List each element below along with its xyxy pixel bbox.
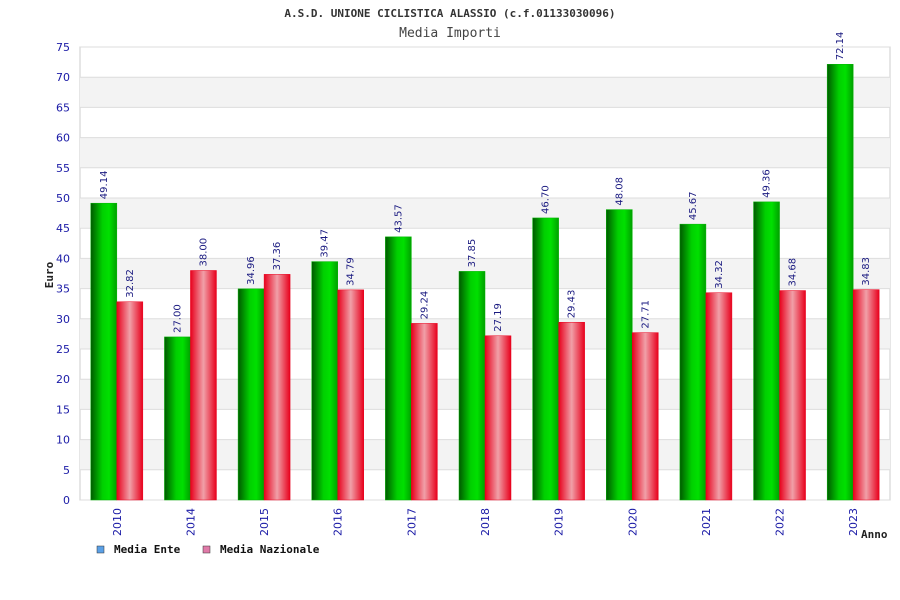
chart-title: A.S.D. UNIONE CICLISTICA ALASSIO (c.f.01…	[284, 7, 615, 20]
y-tick-label: 50	[56, 192, 70, 205]
y-tick-label: 25	[56, 343, 70, 356]
y-tick-label: 65	[56, 101, 70, 114]
bar-media-ente-2016	[311, 261, 338, 501]
y-tick-label: 75	[56, 41, 70, 54]
bar-media-ente-2014	[164, 336, 191, 501]
x-tick-label: 2020	[626, 508, 639, 536]
x-axis-label: Anno	[861, 528, 888, 541]
data-label: 27.00	[172, 304, 183, 333]
y-tick-label: 0	[63, 494, 70, 507]
y-tick-label: 40	[56, 252, 70, 265]
y-tick-label: 15	[56, 403, 70, 416]
legend-swatch-media-ente	[96, 545, 105, 554]
bar-media-nazionale-2010	[116, 301, 144, 501]
y-tick-label: 70	[56, 71, 70, 84]
data-label: 34.68	[788, 258, 799, 287]
legend: Media Ente Media Nazionale	[96, 543, 320, 556]
x-tick-label: 2019	[553, 508, 566, 536]
data-label: 37.36	[272, 242, 283, 271]
bar-media-nazionale-2021	[705, 292, 733, 501]
bar-media-ente-2010	[90, 202, 118, 501]
bar-media-nazionale-2017	[411, 323, 438, 501]
grid-band	[80, 77, 890, 108]
bar-media-nazionale-2015	[263, 274, 291, 501]
x-tick-label: 2015	[258, 508, 271, 536]
y-tick-label: 10	[56, 434, 70, 447]
bar-media-ente-2015	[237, 288, 265, 501]
y-tick-label: 60	[56, 132, 70, 145]
bar-media-ente-2021	[679, 223, 707, 501]
data-label: 39.47	[320, 229, 331, 258]
bar-media-ente-2019	[532, 217, 559, 501]
data-label: 34.79	[346, 257, 357, 286]
legend-label-media-nazionale: Media Nazionale	[220, 543, 320, 556]
data-label: 49.36	[762, 169, 773, 198]
y-tick-label: 35	[56, 283, 70, 296]
bar-media-nazionale-2022	[779, 290, 806, 501]
data-label: 34.83	[861, 257, 872, 286]
data-label: 46.70	[541, 185, 552, 214]
bar-media-ente-2020	[606, 209, 633, 501]
x-tick-label: 2017	[405, 508, 418, 536]
data-label: 27.71	[640, 300, 651, 329]
x-tick-label: 2021	[700, 508, 713, 536]
x-tick-label: 2016	[332, 508, 345, 536]
data-label: 38.00	[198, 238, 209, 267]
legend-label-media-ente: Media Ente	[114, 543, 181, 556]
data-label: 37.85	[467, 239, 478, 268]
bar-media-ente-2022	[753, 201, 780, 501]
data-label: 27.19	[493, 303, 504, 332]
x-tick-label: 2010	[111, 508, 124, 536]
bar-media-nazionale-2020	[632, 332, 659, 501]
data-label: 43.57	[393, 204, 404, 233]
x-axis-ticks: 2010 2014 2015 2016 2017 2018 2019 2020 2021 2022…	[111, 508, 860, 536]
bar-media-ente-2018	[458, 271, 486, 501]
y-tick-label: 5	[63, 464, 70, 477]
data-label: 49.14	[99, 171, 110, 200]
y-tick-label: 55	[56, 162, 70, 175]
y-tick-label: 20	[56, 373, 70, 386]
data-label: 48.08	[614, 177, 625, 206]
data-label: 34.32	[714, 260, 725, 289]
legend-swatch-media-nazionale	[202, 545, 211, 554]
data-label: 29.43	[567, 290, 578, 319]
bar-media-nazionale-2023	[852, 289, 880, 501]
chart-subtitle: Media Importi	[399, 26, 501, 41]
bar-media-ente-2017	[385, 236, 412, 501]
bar-media-nazionale-2019	[558, 321, 585, 501]
data-label: 45.67	[688, 192, 699, 221]
y-tick-label: 45	[56, 222, 70, 235]
x-tick-label: 2014	[184, 508, 197, 536]
data-label: 32.82	[125, 269, 136, 298]
bar-media-ente-2023	[826, 64, 854, 501]
grid-band	[80, 137, 890, 168]
y-axis-label: Euro	[43, 261, 56, 288]
bars	[90, 64, 880, 501]
x-tick-label: 2023	[847, 508, 860, 536]
bar-media-nazionale-2018	[484, 335, 512, 501]
x-tick-label: 2022	[774, 508, 787, 536]
x-tick-label: 2018	[479, 508, 492, 536]
y-tick-label: 30	[56, 313, 70, 326]
data-label: 34.96	[246, 256, 257, 285]
y-axis-ticks: 0 5 10 15 20 25 30 35 40 45 50 55 60 65 70 75	[56, 41, 70, 507]
data-label: 72.14	[835, 32, 846, 61]
bar-media-nazionale-2016	[337, 289, 364, 501]
data-label: 29.24	[419, 291, 430, 320]
bar-media-nazionale-2014	[190, 270, 217, 501]
data-labels: 49.14 32.82 27.00 38.00 34.96 37.36 39.47 34.79…	[99, 32, 872, 333]
